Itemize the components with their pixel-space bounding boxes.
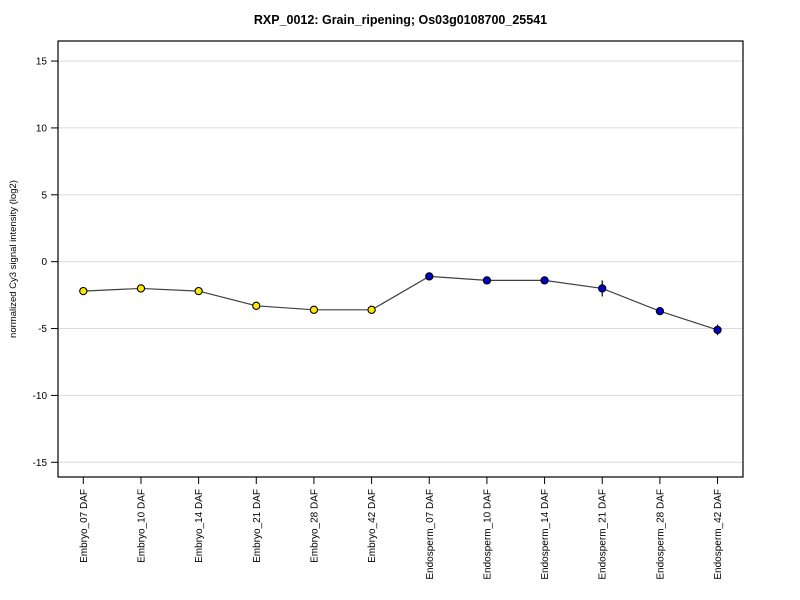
data-point [425, 272, 434, 281]
data-point [136, 284, 146, 293]
x-tick-label: Embryo_07 DAF [79, 489, 90, 563]
x-tick-label: Embryo_42 DAF [367, 489, 378, 563]
x-tick-label: Embryo_14 DAF [194, 489, 205, 563]
x-tick-label: Embryo_28 DAF [309, 489, 320, 563]
data-point [713, 325, 722, 335]
x-tick-label: Embryo_21 DAF [252, 489, 263, 563]
data-point [79, 286, 88, 296]
x-tick-label: Embryo_10 DAF [136, 489, 147, 563]
y-tick-label: 15 [36, 57, 48, 68]
data-point [194, 286, 203, 296]
x-tick-label: Endosperm_10 DAF [482, 489, 493, 580]
data-point [598, 284, 607, 293]
data-point [252, 301, 261, 310]
x-tick-label: Endosperm_07 DAF [425, 489, 436, 580]
data-point [367, 305, 376, 314]
x-tick-label: Endosperm_28 DAF [655, 489, 666, 580]
y-tick-label: -5 [38, 324, 47, 335]
data-point [309, 305, 319, 314]
data-point [655, 307, 665, 316]
y-tick-label: -10 [33, 391, 48, 402]
x-tick-label: Endosperm_14 DAF [540, 489, 551, 580]
x-tick-label: Endosperm_21 DAF [598, 489, 609, 580]
data-point [540, 276, 549, 285]
y-tick-label: -15 [33, 458, 48, 469]
x-tick-label: Endosperm_42 DAF [713, 489, 724, 580]
y-tick-label: 5 [41, 190, 47, 201]
data-point [482, 276, 492, 285]
y-tick-label: 10 [36, 123, 48, 134]
plot-box [57, 40, 744, 478]
y-axis-title: normalized Cy3 signal intensity (log2) [8, 180, 19, 338]
y-tick-label: 0 [41, 257, 47, 268]
series-line [83, 275, 718, 331]
chart-title: RXP_0012: Grain_ripening; Os03g0108700_2… [253, 13, 548, 27]
